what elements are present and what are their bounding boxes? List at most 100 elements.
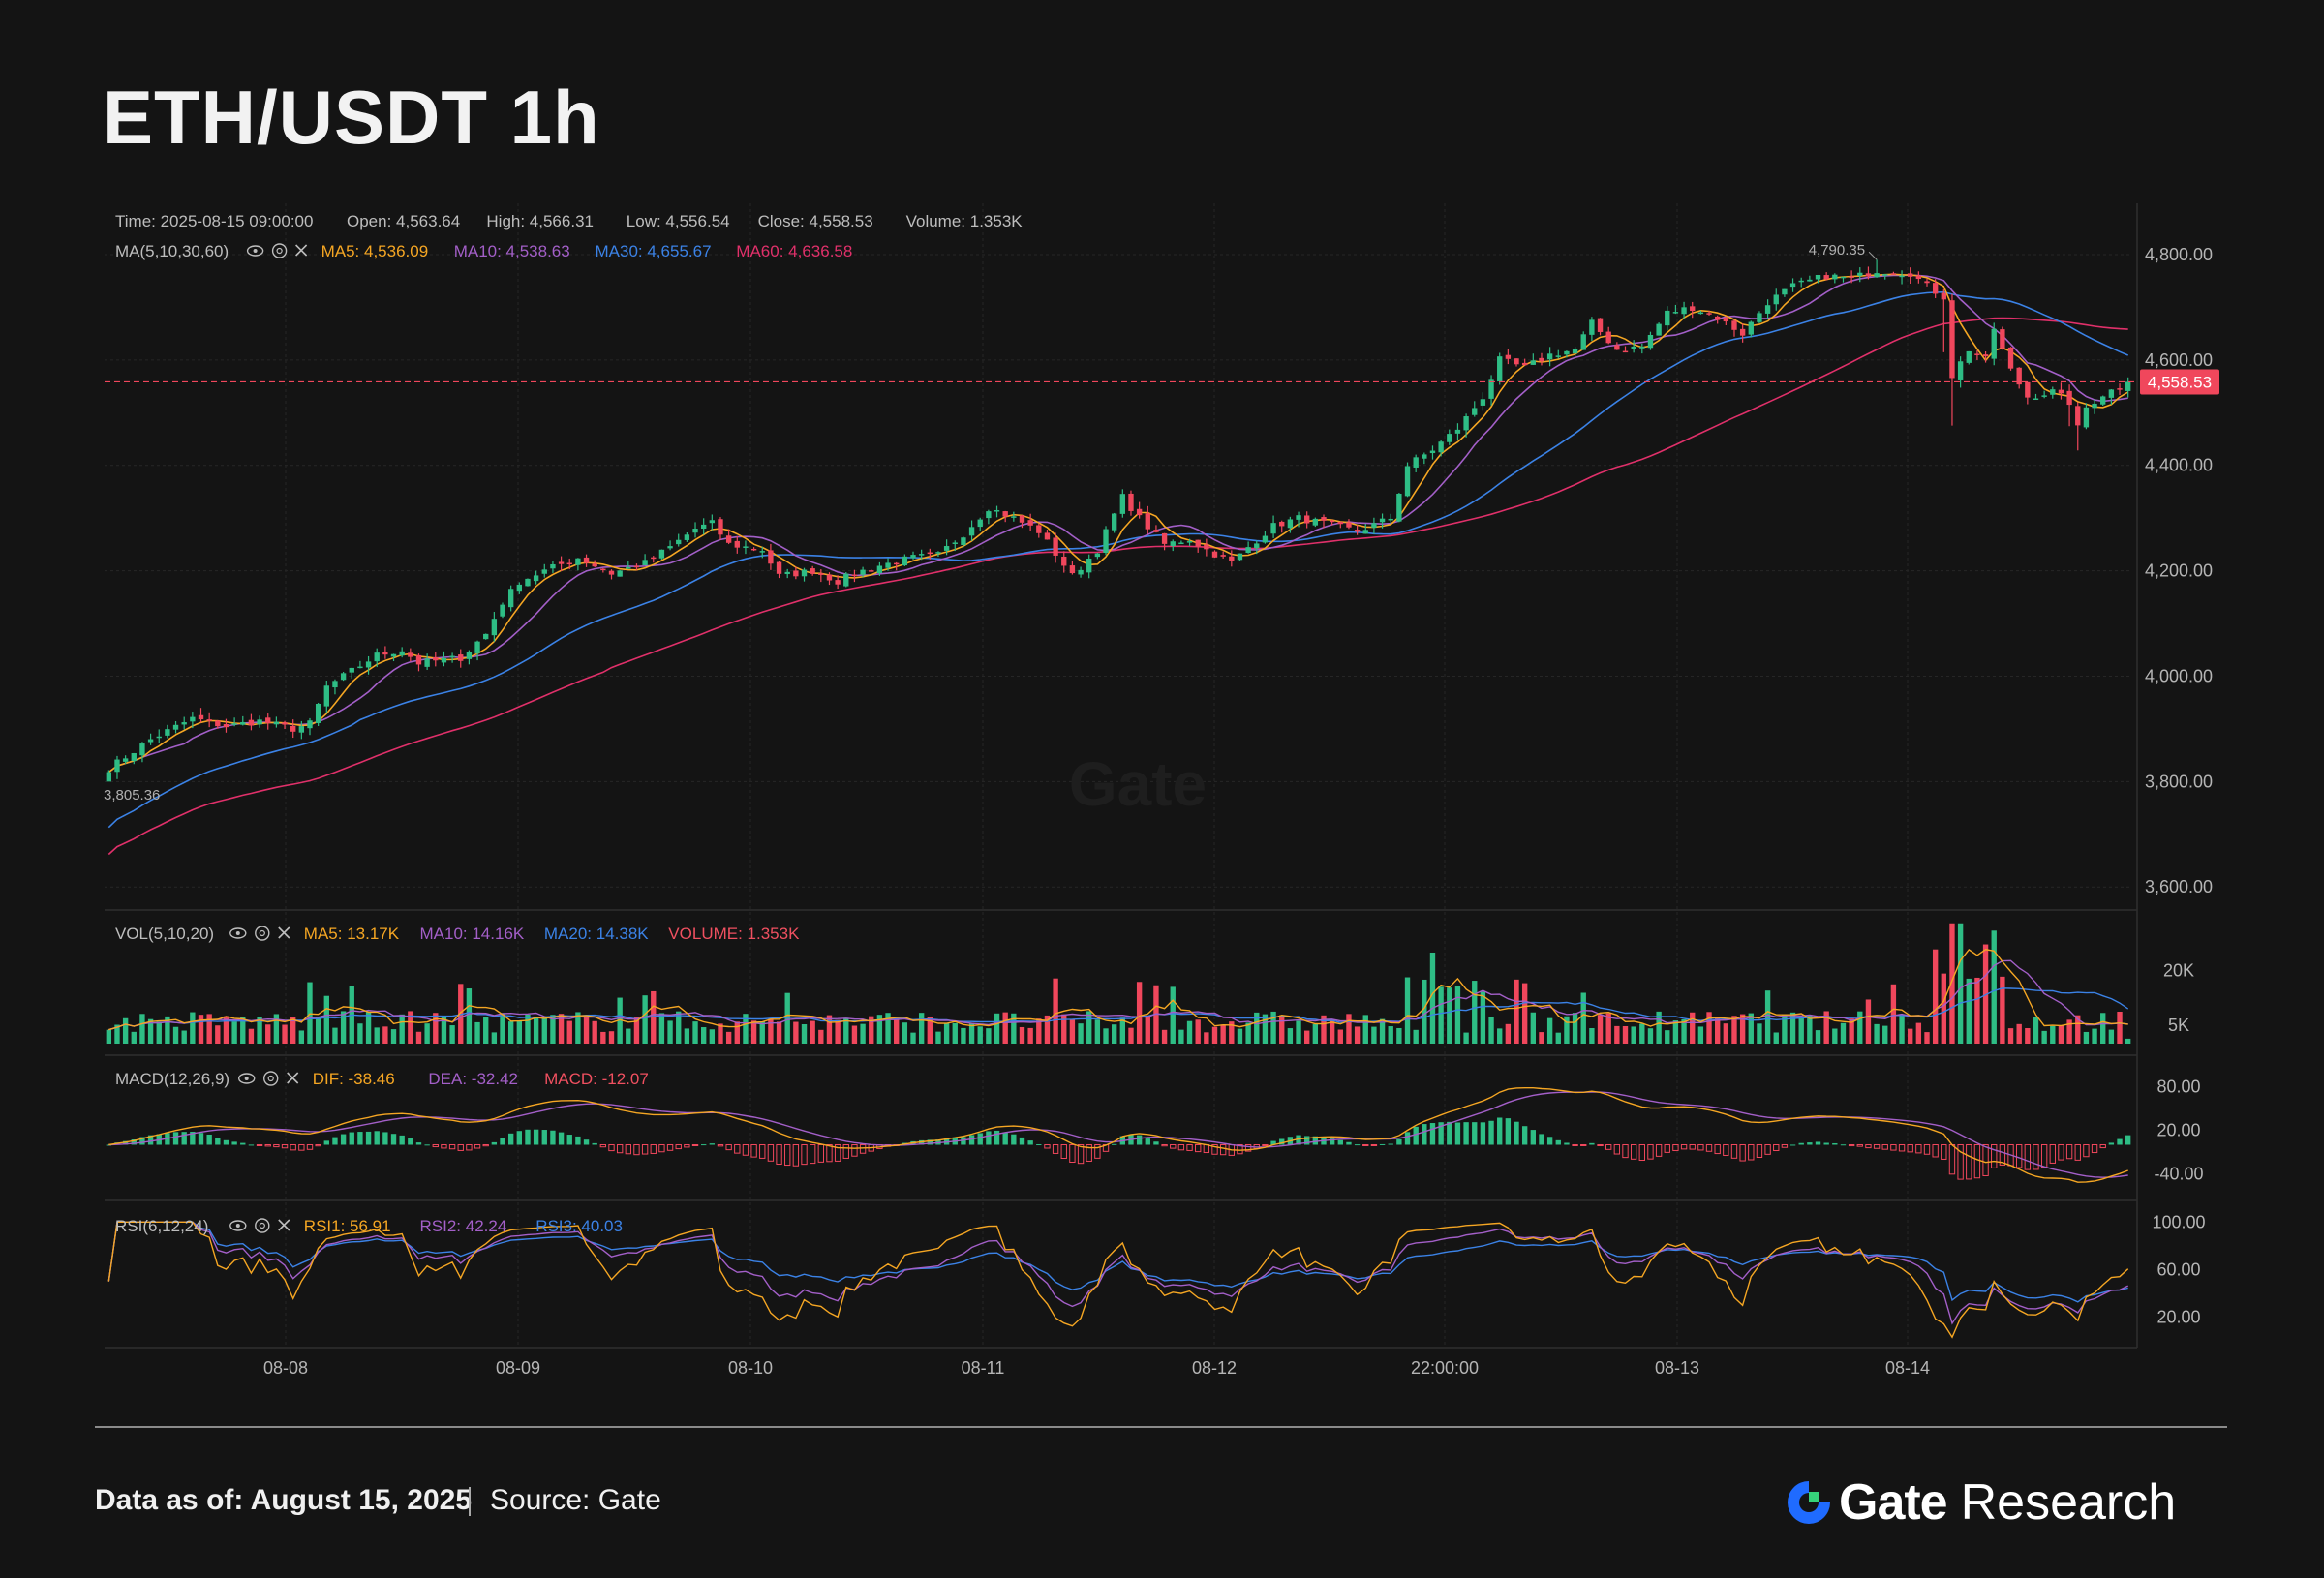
candle-body[interactable] xyxy=(784,571,790,575)
candle-body[interactable] xyxy=(349,667,354,673)
candle-body[interactable] xyxy=(1882,274,1888,276)
candle-body[interactable] xyxy=(114,759,120,773)
settings-icon[interactable] xyxy=(271,243,288,258)
candle-body[interactable] xyxy=(1890,273,1897,275)
candle-body[interactable] xyxy=(935,552,941,554)
candle-body[interactable] xyxy=(692,529,698,533)
candle-body[interactable] xyxy=(776,561,782,574)
candle-body[interactable] xyxy=(1128,493,1134,511)
close-icon[interactable] xyxy=(287,1072,299,1084)
candle-body[interactable] xyxy=(986,511,992,519)
candle-body[interactable] xyxy=(1798,280,1804,283)
candle-body[interactable] xyxy=(550,563,556,569)
candle-body[interactable] xyxy=(2117,388,2123,390)
candle-body[interactable] xyxy=(307,720,313,729)
chart-area[interactable]: Gate 4,558.534,790.353,805.36 4,800.004,… xyxy=(0,0,2324,1423)
candle-body[interactable] xyxy=(1254,543,1260,549)
eye-icon[interactable] xyxy=(237,1073,256,1084)
candle-body[interactable] xyxy=(910,555,916,559)
candle-body[interactable] xyxy=(1346,522,1352,528)
candle-body[interactable] xyxy=(1312,518,1319,526)
candle-body[interactable] xyxy=(918,554,925,556)
candle-body[interactable] xyxy=(734,540,740,548)
candle-body[interactable] xyxy=(1103,529,1109,553)
candle-body[interactable] xyxy=(1279,521,1285,527)
candle-body[interactable] xyxy=(365,661,372,668)
candle-body[interactable] xyxy=(1229,556,1235,561)
candle-body[interactable] xyxy=(223,724,229,728)
close-icon[interactable] xyxy=(278,1219,290,1231)
candle-body[interactable] xyxy=(332,681,338,688)
candle-body[interactable] xyxy=(415,654,422,665)
candle-body[interactable] xyxy=(1991,328,1997,359)
candle-body[interactable] xyxy=(1622,350,1629,353)
candle-body[interactable] xyxy=(1270,523,1276,534)
candle-body[interactable] xyxy=(1564,350,1570,355)
candle-body[interactable] xyxy=(257,719,262,725)
candle-body[interactable] xyxy=(1204,544,1209,550)
candle-body[interactable] xyxy=(1572,349,1578,354)
candle-body[interactable] xyxy=(1371,523,1377,529)
candle-body[interactable] xyxy=(2016,367,2022,385)
candle-body[interactable] xyxy=(1429,450,1436,454)
candle-body[interactable] xyxy=(1614,345,1620,350)
candle-body[interactable] xyxy=(408,652,413,657)
candle-body[interactable] xyxy=(206,719,212,721)
candle-body[interactable] xyxy=(1857,272,1863,276)
candle-body[interactable] xyxy=(810,568,815,574)
candle-body[interactable] xyxy=(818,573,824,575)
candle-body[interactable] xyxy=(1119,494,1126,514)
candle-body[interactable] xyxy=(1027,520,1033,526)
candle-body[interactable] xyxy=(2050,389,2056,395)
candle-body[interactable] xyxy=(626,567,631,569)
candle-body[interactable] xyxy=(1546,353,1553,360)
candle-body[interactable] xyxy=(1874,273,1880,278)
candle-body[interactable] xyxy=(927,552,933,555)
candle-body[interactable] xyxy=(2108,389,2115,398)
candle-body[interactable] xyxy=(290,725,296,732)
candle-body[interactable] xyxy=(231,723,237,725)
candle-body[interactable] xyxy=(1949,300,1955,379)
candle-body[interactable] xyxy=(240,721,246,725)
candle-body[interactable] xyxy=(968,527,975,536)
candle-body[interactable] xyxy=(374,652,380,662)
candle-body[interactable] xyxy=(1195,539,1201,547)
candle-body[interactable] xyxy=(860,569,866,575)
candle-body[interactable] xyxy=(2058,389,2064,394)
candle-body[interactable] xyxy=(583,557,590,563)
candle-body[interactable] xyxy=(1580,334,1586,350)
candle-body[interactable] xyxy=(1086,558,1092,573)
candle-body[interactable] xyxy=(1044,532,1051,540)
candle-body[interactable] xyxy=(1505,354,1512,359)
candle-body[interactable] xyxy=(1815,274,1821,280)
candle-body[interactable] xyxy=(592,563,597,567)
candle-body[interactable] xyxy=(1739,328,1746,336)
candle-body[interactable] xyxy=(1211,551,1218,558)
candle-body[interactable] xyxy=(1262,535,1269,543)
candle-body[interactable] xyxy=(1539,357,1544,362)
candle-body[interactable] xyxy=(2083,407,2090,428)
candle-body[interactable] xyxy=(826,574,833,581)
candle-body[interactable] xyxy=(667,546,673,549)
candle-body[interactable] xyxy=(608,570,615,575)
candle-body[interactable] xyxy=(1078,569,1084,575)
candle-body[interactable] xyxy=(340,673,347,681)
candle-body[interactable] xyxy=(750,548,757,551)
candle-body[interactable] xyxy=(1388,518,1393,521)
candle-body[interactable] xyxy=(1220,555,1226,557)
candle-body[interactable] xyxy=(1672,312,1679,314)
candle-body[interactable] xyxy=(147,739,154,743)
candle-body[interactable] xyxy=(1697,312,1704,315)
candle-body[interactable] xyxy=(298,726,305,733)
candle-body[interactable] xyxy=(725,535,732,543)
candles[interactable]: 4,558.53 4,790.35 3,805.36 xyxy=(104,242,2219,804)
candle-body[interactable] xyxy=(1764,305,1771,314)
eye-icon[interactable] xyxy=(246,245,264,257)
candle-body[interactable] xyxy=(1865,273,1872,277)
candle-body[interactable] xyxy=(1011,516,1017,518)
candle-body[interactable] xyxy=(1161,532,1168,544)
candle-body[interactable] xyxy=(709,520,716,524)
candle-body[interactable] xyxy=(994,510,1000,512)
candle-body[interactable] xyxy=(1245,547,1251,554)
candle-body[interactable] xyxy=(1932,283,1939,294)
